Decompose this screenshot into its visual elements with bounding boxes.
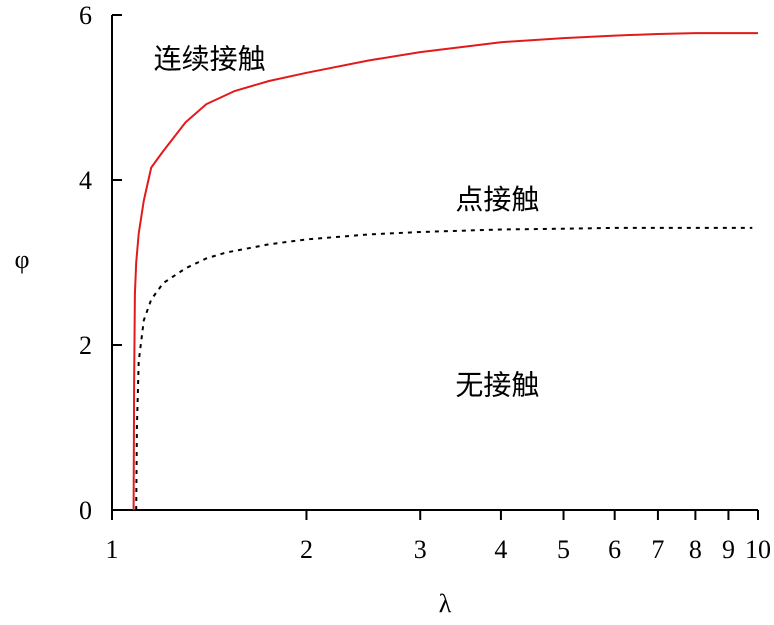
region-label: 无接触 xyxy=(455,369,539,402)
series-layer xyxy=(132,32,758,511)
x-tick-label: 3 xyxy=(414,535,427,564)
y-tick-label: 2 xyxy=(79,331,92,360)
x-tick-label: 10 xyxy=(745,535,771,564)
x-tick-label: 7 xyxy=(651,535,664,564)
y-ticks: 0 2 4 6 xyxy=(79,1,122,525)
x-ticks: 1 2 3 4 5 6 7 8 9 10 xyxy=(106,510,771,564)
point-contact-boundary-line xyxy=(135,226,753,511)
y-tick-label: 0 xyxy=(79,496,92,525)
x-tick-label: 1 xyxy=(106,535,119,564)
x-tick-label: 5 xyxy=(557,535,570,564)
x-tick-label: 4 xyxy=(494,535,507,564)
region-label: 点接触 xyxy=(455,183,539,216)
x-tick-label: 8 xyxy=(689,535,702,564)
x-tick-label: 6 xyxy=(608,535,621,564)
x-tick-label: 2 xyxy=(300,535,313,564)
region-label: 连续接触 xyxy=(154,43,266,76)
y-tick-label: 6 xyxy=(79,1,92,30)
continuous-contact-boundary-line xyxy=(132,32,758,511)
axes: 1 2 3 4 5 6 7 8 9 10 0 2 4 6 xyxy=(79,1,771,564)
y-axis-label: φ xyxy=(14,245,29,274)
y-tick-label: 4 xyxy=(79,166,92,195)
x-tick-label: 9 xyxy=(722,535,735,564)
x-axis-label: λ xyxy=(439,589,452,618)
